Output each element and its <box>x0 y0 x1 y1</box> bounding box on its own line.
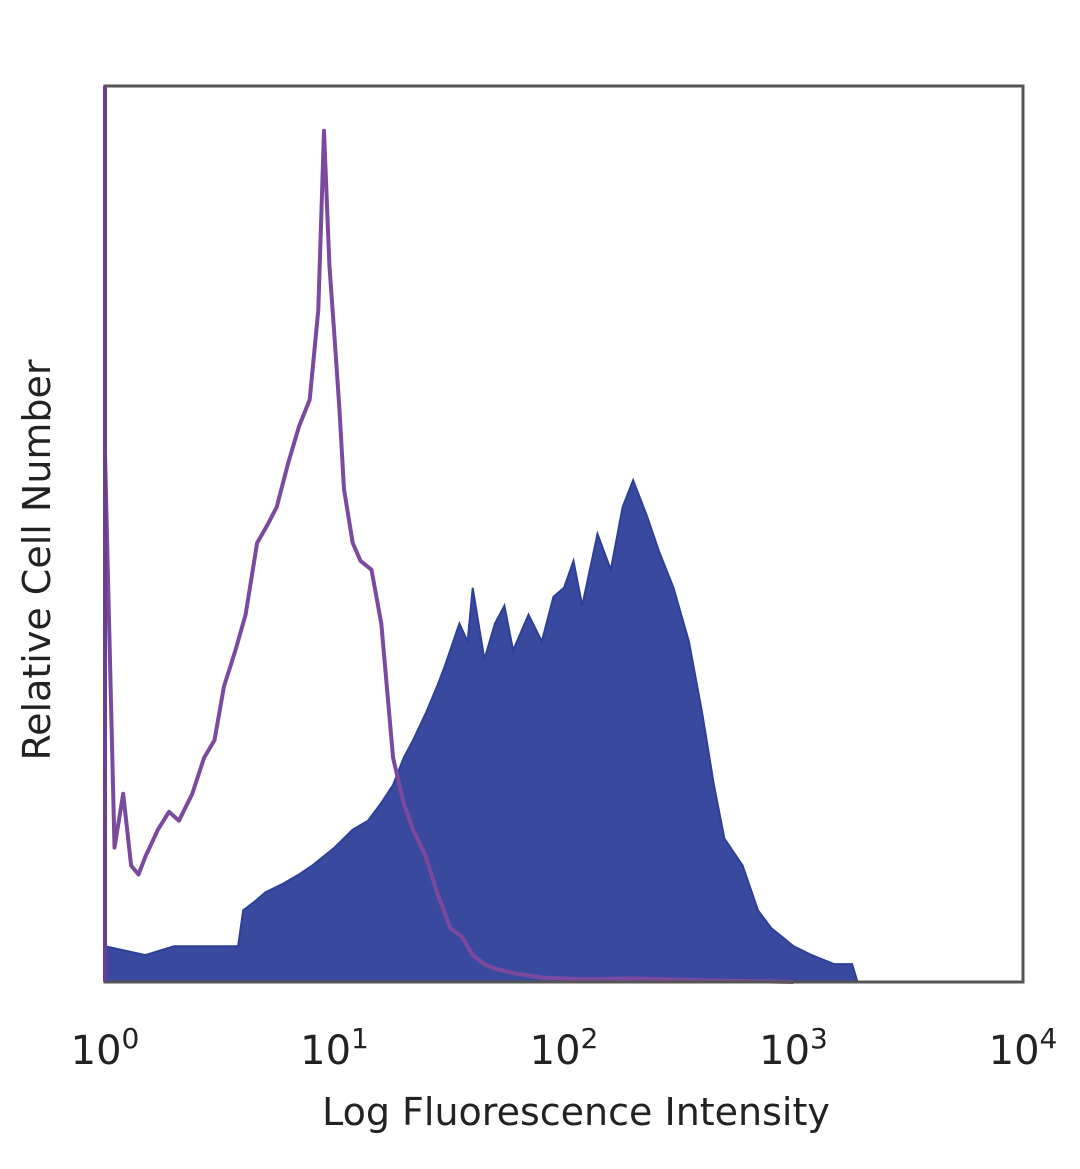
x-tick-label: 102 <box>530 1022 599 1074</box>
x-axis-title: Log Fluorescence Intensity <box>322 1090 830 1134</box>
x-tick-label: 101 <box>300 1022 369 1074</box>
x-tick-label: 103 <box>759 1022 828 1074</box>
filled-histogram-series <box>104 477 859 983</box>
x-tick-labels: 100 101 102 103 104 <box>71 1022 1058 1074</box>
series-group <box>103 128 859 984</box>
y-axis-title: Relative Cell Number <box>15 359 59 760</box>
x-tick-label: 104 <box>989 1022 1058 1074</box>
x-tick-label: 100 <box>71 1022 140 1074</box>
outline-histogram-series <box>103 128 794 984</box>
